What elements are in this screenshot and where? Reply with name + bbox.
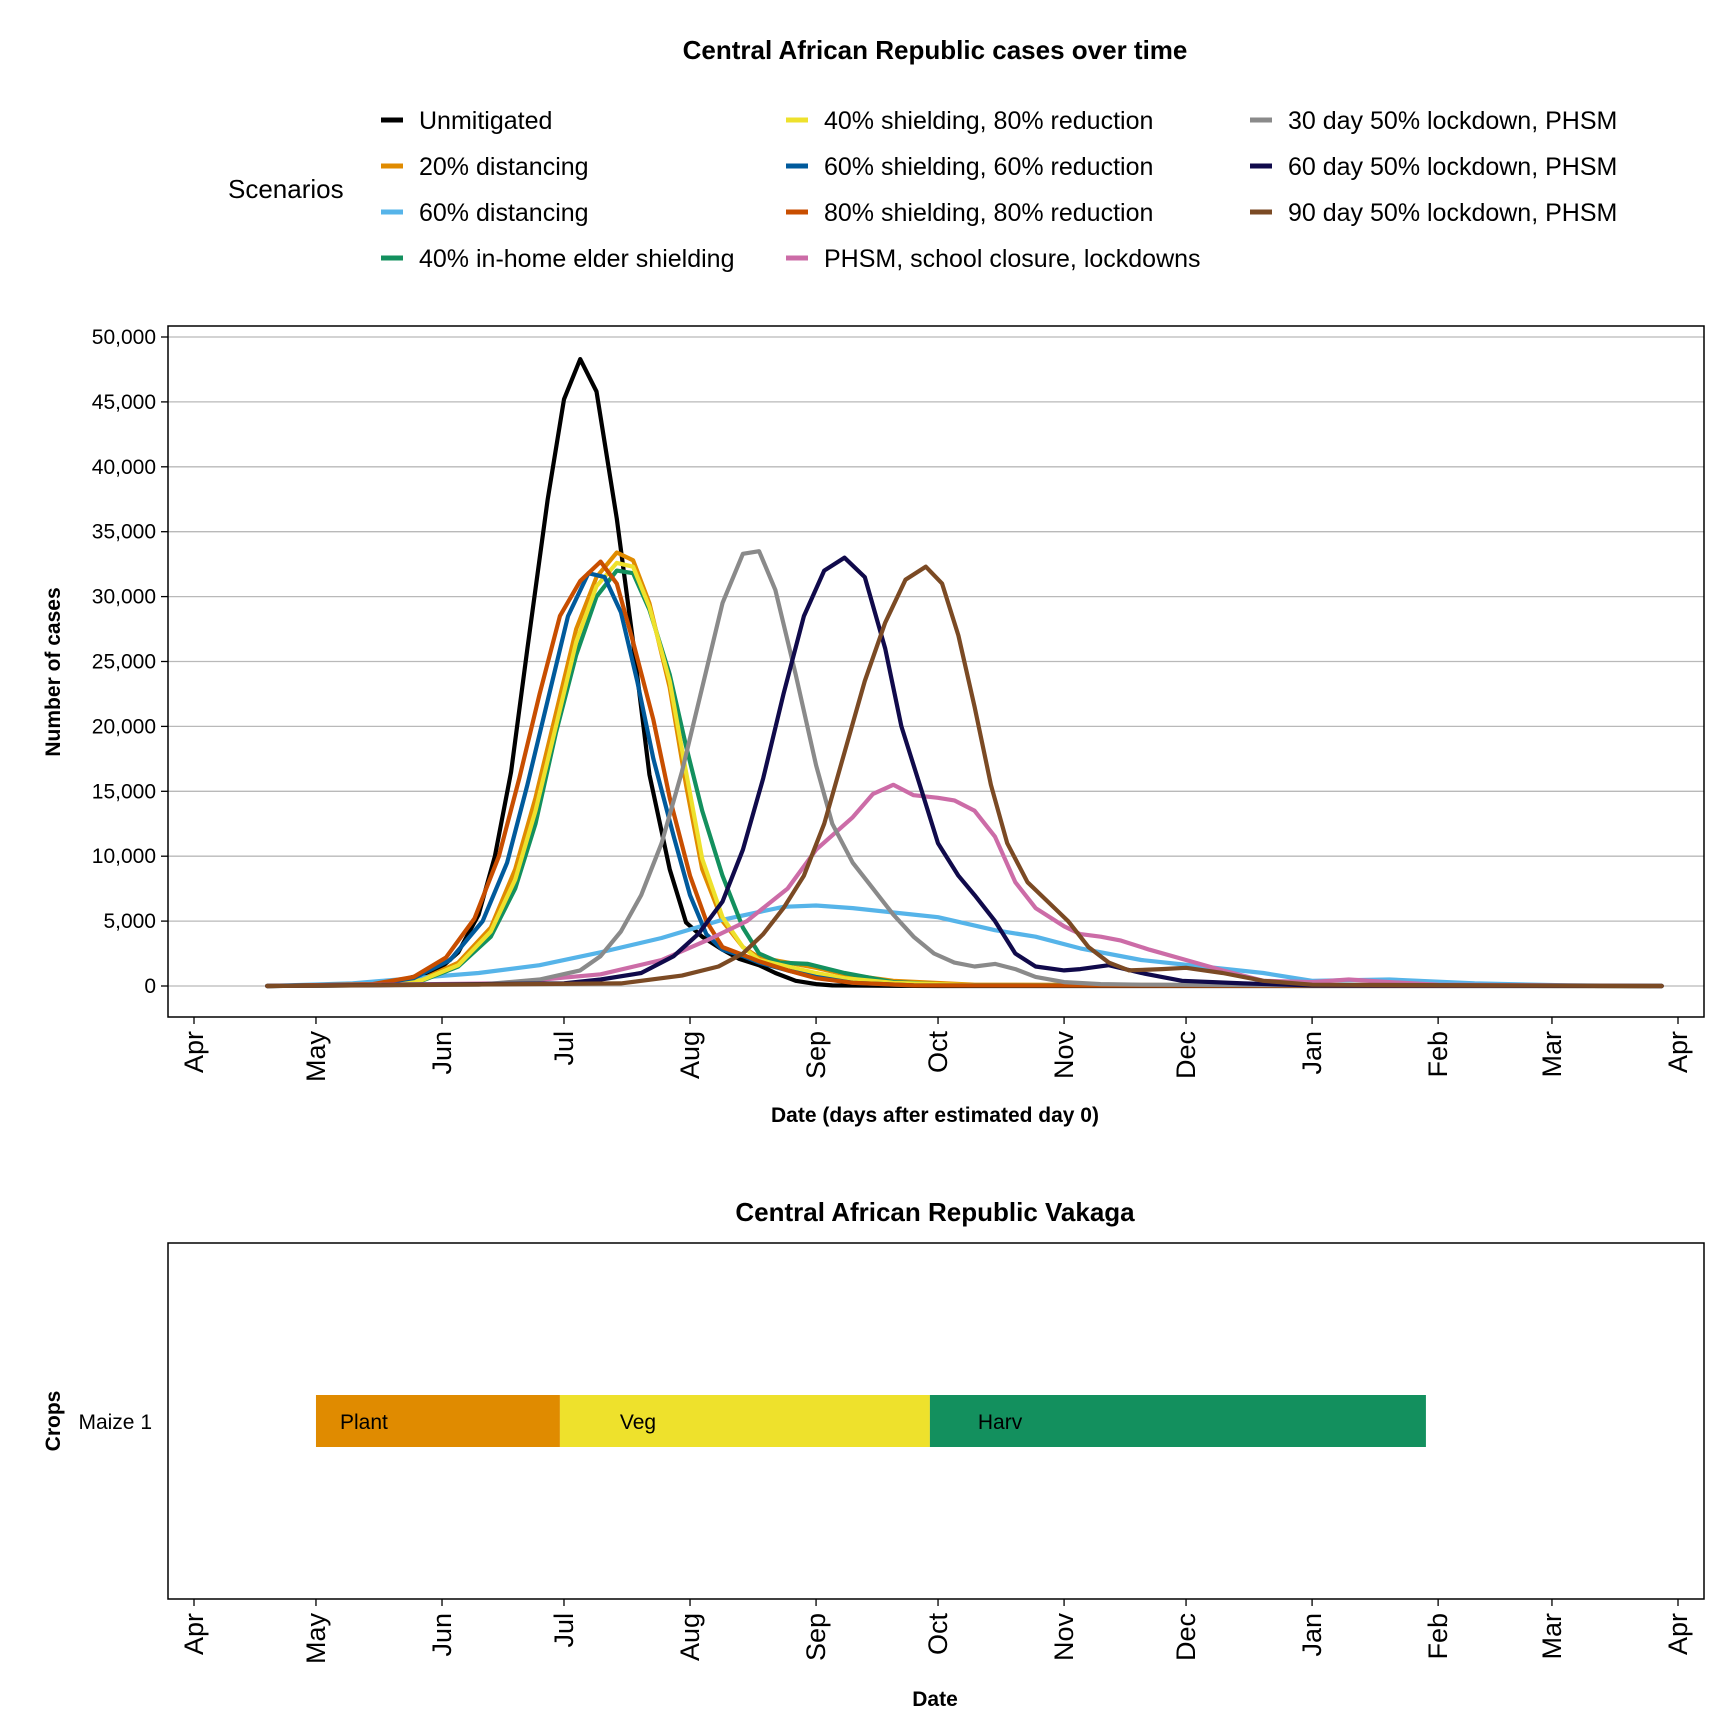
- x-tick-label: Oct: [923, 1613, 953, 1656]
- x-tick-label: Sep: [801, 1613, 831, 1661]
- series-line-40pct-shielding-80pct-reduction: [265, 560, 1664, 989]
- legend-label-90-day-50pct-lockdown-phsm: 90 day 50% lockdown, PHSM: [1288, 199, 1617, 227]
- legend-items: Unmitigated 20% distancing 60% distancing 4…: [381, 107, 1617, 273]
- x-tick-label: Nov: [1049, 1031, 1079, 1080]
- calendar-plot-area: Plant Veg Harv: [167, 1242, 1705, 1600]
- y-tick-label: 5,000: [103, 910, 156, 933]
- y-tick-label: 10,000: [92, 845, 156, 868]
- y-axis-ticks: 0 5,000 10,000 15,000 20,000 25,000 30,000 35,0…: [92, 326, 168, 998]
- crop-stage-veg: [559, 1395, 930, 1447]
- x-tick-label: Nov: [1049, 1613, 1079, 1662]
- series-line-30-day-50pct-lockdown-phsm: [265, 549, 1664, 989]
- legend-label-phsm-school-closure-lockdowns: PHSM, school closure, lockdowns: [824, 245, 1201, 273]
- x-tick-label: Jan: [1297, 1613, 1327, 1657]
- series-line-90-day-50pct-lockdown-phsm: [265, 564, 1664, 989]
- x-tick-label: Jun: [427, 1613, 457, 1657]
- crop-stage-label-plant: Plant: [340, 1411, 388, 1434]
- x-tick-label: Feb: [1423, 1613, 1453, 1660]
- y-tick-label: 40,000: [92, 456, 156, 479]
- x-tick-label: Apr: [179, 1031, 209, 1073]
- y-tick-label: 15,000: [92, 780, 156, 803]
- x-tick-label: Mar: [1537, 1613, 1567, 1660]
- x-tick-label: Jan: [1297, 1031, 1327, 1075]
- y-tick-label: 35,000: [92, 521, 156, 544]
- legend-label-80pct-shielding-80pct-reduction: 80% shielding, 80% reduction: [824, 199, 1153, 227]
- x-tick-label: Jul: [549, 1031, 579, 1066]
- x-tick-label: May: [301, 1031, 331, 1083]
- legend-label-60pct-shielding-60pct-reduction: 60% shielding, 60% reduction: [824, 153, 1153, 181]
- calendar-border: [167, 1242, 1705, 1600]
- x-tick-label: Dec: [1171, 1613, 1201, 1661]
- calendar-x-axis-ticks: Apr May Jun Jul Aug Sep Oct Nov Dec Jan Feb Mar Apr: [179, 1599, 1693, 1664]
- crop-label: Maize 1: [78, 1411, 152, 1434]
- x-tick-label: Dec: [1171, 1031, 1201, 1079]
- y-axis-title: Number of cases: [42, 587, 65, 756]
- plot-background: [168, 326, 1704, 1017]
- legend-label-60-day-50pct-lockdown-phsm: 60 day 50% lockdown, PHSM: [1288, 153, 1617, 181]
- y-tick-label: 0: [144, 975, 156, 998]
- calendar-title: Central African Republic Vakaga: [735, 1197, 1135, 1227]
- crop-stage-label-veg: Veg: [620, 1411, 656, 1434]
- legend-label-30-day-50pct-lockdown-phsm: 30 day 50% lockdown, PHSM: [1288, 107, 1617, 135]
- chart-title: Central African Republic cases over time: [683, 35, 1188, 65]
- y-tick-label: 25,000: [92, 651, 156, 674]
- crop-stage-plant: [315, 1395, 560, 1447]
- series-lines: [265, 357, 1664, 989]
- x-tick-label: Feb: [1423, 1031, 1453, 1078]
- x-tick-label: May: [301, 1613, 331, 1665]
- x-tick-label: Aug: [675, 1613, 705, 1661]
- x-tick-label: Oct: [923, 1031, 953, 1074]
- series-line-80pct-shielding-80pct-reduction: [265, 559, 1664, 989]
- legend-label-20pct-distancing: 20% distancing: [419, 153, 589, 181]
- x-tick-label: Jun: [427, 1031, 457, 1075]
- y-tick-label: 45,000: [92, 391, 156, 414]
- legend-label-60pct-distancing: 60% distancing: [419, 199, 589, 227]
- plot-border: [167, 325, 1705, 1018]
- series-line-60-day-50pct-lockdown-phsm: [265, 555, 1664, 989]
- x-tick-label: Jul: [549, 1613, 579, 1648]
- x-tick-label: Apr: [1663, 1613, 1693, 1655]
- x-axis-title: Date (days after estimated day 0): [771, 1104, 1099, 1127]
- calendar-y-axis-title: Crops: [42, 1391, 65, 1452]
- x-tick-label: Apr: [1663, 1031, 1693, 1073]
- x-tick-label: Mar: [1537, 1031, 1567, 1078]
- x-tick-label: Aug: [675, 1031, 705, 1079]
- x-tick-label: Sep: [801, 1031, 831, 1079]
- y-tick-label: 20,000: [92, 715, 156, 738]
- y-tick-label: 50,000: [92, 326, 156, 349]
- legend-title: Scenarios: [228, 174, 344, 204]
- legend-label-40pct-shielding-80pct-reduction: 40% shielding, 80% reduction: [824, 107, 1153, 135]
- crop-segments: Plant Veg Harv: [315, 1395, 1426, 1447]
- legend-label-40pct-in-home-elder-shielding: 40% in-home elder shielding: [419, 245, 734, 273]
- y-tick-label: 30,000: [92, 586, 156, 609]
- calendar-x-axis-title: Date: [912, 1688, 958, 1711]
- x-axis-ticks: Apr May Jun Jul Aug Sep Oct Nov Dec Jan Feb Mar Apr: [179, 1017, 1693, 1082]
- crop-stage-harv: [929, 1395, 1426, 1447]
- legend-label-unmitigated: Unmitigated: [419, 107, 552, 135]
- x-tick-label: Apr: [179, 1613, 209, 1655]
- plot-area: [167, 325, 1705, 1018]
- legend: Scenarios Unmitigated 20% distancing 60% d…: [228, 107, 1617, 273]
- crop-stage-label-harv: Harv: [978, 1411, 1023, 1434]
